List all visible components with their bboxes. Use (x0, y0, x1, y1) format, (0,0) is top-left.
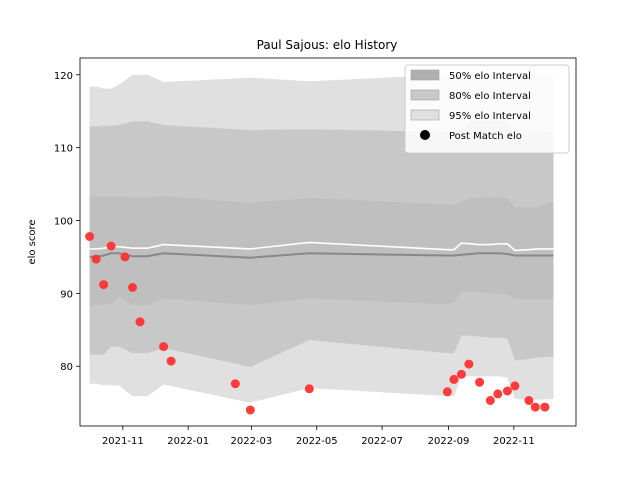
data-point (524, 396, 534, 405)
data-point (464, 359, 474, 369)
data-point (493, 389, 503, 399)
y-tick-label: 90 (60, 289, 73, 300)
data-point (475, 377, 485, 387)
x-tick-label: 2021-11 (102, 436, 144, 447)
data-point (502, 386, 512, 396)
data-point (99, 280, 109, 290)
x-axis-ticks: 2021-11 2022-01 2022-03 2022-05 2022-07 2022-… (102, 426, 535, 447)
y-tick-label: 110 (54, 144, 73, 155)
y-tick-label: 100 (54, 217, 73, 228)
data-point (510, 381, 520, 391)
data-point (442, 387, 452, 397)
median-line (89, 252, 554, 259)
post-match-points (85, 232, 550, 415)
legend-label: Post Match elo (449, 131, 522, 142)
data-point (449, 374, 459, 384)
x-tick-label: 2022-01 (167, 436, 209, 447)
plot-area (85, 74, 554, 415)
x-tick-label: 2022-07 (361, 436, 403, 447)
y-tick-label: 80 (60, 362, 73, 373)
y-tick-label: 120 (54, 71, 73, 82)
data-point (245, 405, 255, 415)
legend-swatch (410, 109, 440, 121)
data-point (485, 396, 495, 405)
legend-box (404, 64, 570, 154)
legend-swatch (410, 69, 440, 81)
x-tick-label: 2022-11 (493, 436, 535, 447)
legend-swatch (410, 89, 440, 101)
legend: 50% elo Interval 80% elo Interval 95% elo … (404, 64, 570, 154)
y-axis-label: elo score (27, 219, 38, 264)
interval-bands (89, 74, 554, 403)
data-point (120, 252, 130, 262)
data-point (530, 402, 540, 412)
chart-title: Paul Sajous: elo History (257, 38, 398, 52)
data-point (128, 283, 137, 292)
data-point (166, 356, 176, 366)
data-point (135, 317, 145, 327)
legend-label: 80% elo Interval (449, 91, 531, 102)
data-point (230, 379, 240, 389)
legend-marker (420, 130, 430, 140)
data-point (456, 369, 466, 379)
band-50-interval (89, 195, 554, 306)
data-point (540, 402, 550, 412)
x-tick-label: 2022-09 (428, 436, 470, 447)
data-point (304, 384, 314, 394)
data-point (85, 232, 95, 241)
legend-label: 95% elo Interval (449, 111, 531, 122)
data-point (106, 241, 116, 251)
x-tick-label: 2022-05 (296, 436, 338, 447)
x-tick-label: 2022-03 (231, 436, 273, 447)
data-point (91, 254, 101, 264)
y-axis-ticks: 80 90 100 110 120 (54, 71, 80, 373)
data-point (159, 342, 169, 352)
axes-frame (79, 57, 577, 427)
legend-label: 50% elo Interval (449, 71, 531, 82)
